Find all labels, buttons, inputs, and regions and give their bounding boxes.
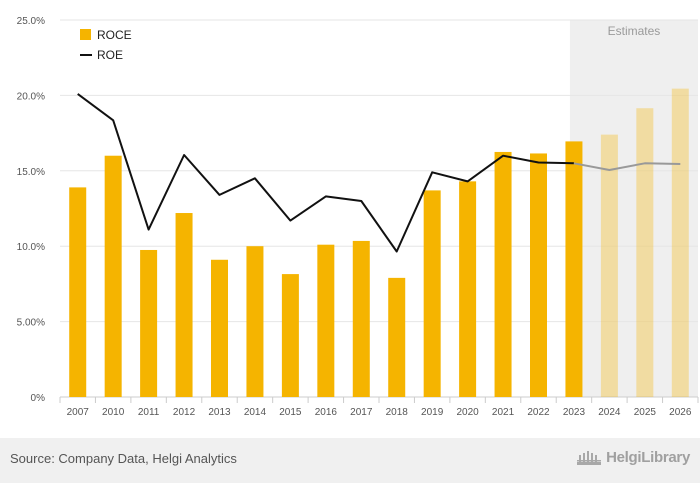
estimates-label: Estimates	[608, 24, 661, 38]
footer: Source: Company Data, Helgi Analytics He…	[0, 438, 700, 483]
roce-bar	[423, 190, 441, 397]
y-tick-label: 5.00%	[17, 318, 45, 329]
chart: Estimates 0% 5.00% 10.0% 15.0% 20.0% 25.0% 20…	[17, 16, 699, 418]
y-axis-ticks: 0% 5.00% 10.0% 15.0% 20.0% 25.0%	[17, 16, 45, 404]
library-building-icon	[577, 451, 602, 465]
x-tick-label: 2014	[244, 407, 267, 418]
roce-bar	[388, 277, 406, 397]
x-tick-label: 2007	[67, 407, 90, 418]
roce-bar	[636, 108, 654, 397]
y-tick-label: 10.0%	[17, 242, 45, 253]
roce-bar	[140, 249, 158, 397]
x-tick-label: 2024	[598, 407, 621, 418]
x-tick-label: 2011	[138, 407, 160, 418]
x-tick-label: 2025	[634, 407, 657, 418]
roce-bar	[459, 181, 477, 397]
roce-bar	[104, 155, 122, 397]
legend-roce-label: ROCE	[97, 28, 132, 42]
legend: ROCE ROE	[80, 28, 132, 62]
logo-text: HelgiLibrary	[606, 448, 690, 466]
x-tick-label: 2016	[315, 407, 338, 418]
roce-bar	[600, 134, 618, 397]
y-tick-label: 0%	[31, 393, 46, 404]
roce-bar	[671, 88, 689, 397]
x-tick-label: 2013	[208, 407, 231, 418]
y-tick-label: 25.0%	[17, 16, 45, 27]
roce-bar	[281, 274, 299, 397]
legend-roce-swatch	[80, 29, 91, 40]
x-tick-label: 2021	[492, 407, 515, 418]
helgi-library-logo: HelgiLibrary	[576, 448, 690, 466]
roce-bar	[211, 259, 228, 397]
roce-bar	[494, 151, 512, 397]
roce-bar	[317, 244, 335, 397]
source-text: Source: Company Data, Helgi Analytics	[10, 451, 237, 466]
roce-bar	[246, 246, 264, 397]
x-tick-label: 2015	[279, 407, 302, 418]
roce-bar	[565, 141, 583, 397]
roce-bars	[69, 88, 689, 397]
x-axis: 2007 2010 2011 2012 2013 2014 2015 2016 2017 2018…	[59, 397, 699, 418]
roce-bar	[175, 213, 193, 397]
x-tick-label: 2018	[386, 407, 409, 418]
x-tick-label: 2022	[527, 407, 550, 418]
x-tick-label: 2017	[350, 407, 373, 418]
legend-roe-label: ROE	[97, 48, 123, 62]
roce-bar	[352, 240, 370, 397]
x-tick-label: 2012	[173, 407, 196, 418]
roe-line	[77, 93, 681, 253]
roce-bar	[530, 153, 547, 397]
y-tick-label: 20.0%	[17, 91, 45, 102]
roe-line-estimate	[573, 162, 681, 171]
x-tick-label: 2010	[102, 407, 125, 418]
x-tick-label: 2019	[421, 407, 444, 418]
x-tick-label: 2023	[563, 407, 586, 418]
x-tick-label: 2020	[456, 407, 479, 418]
y-tick-label: 15.0%	[17, 167, 45, 178]
roe-line-actual	[77, 93, 574, 253]
x-tick-label: 2026	[669, 407, 692, 418]
estimates-region	[569, 20, 698, 397]
roce-bar	[69, 187, 87, 397]
